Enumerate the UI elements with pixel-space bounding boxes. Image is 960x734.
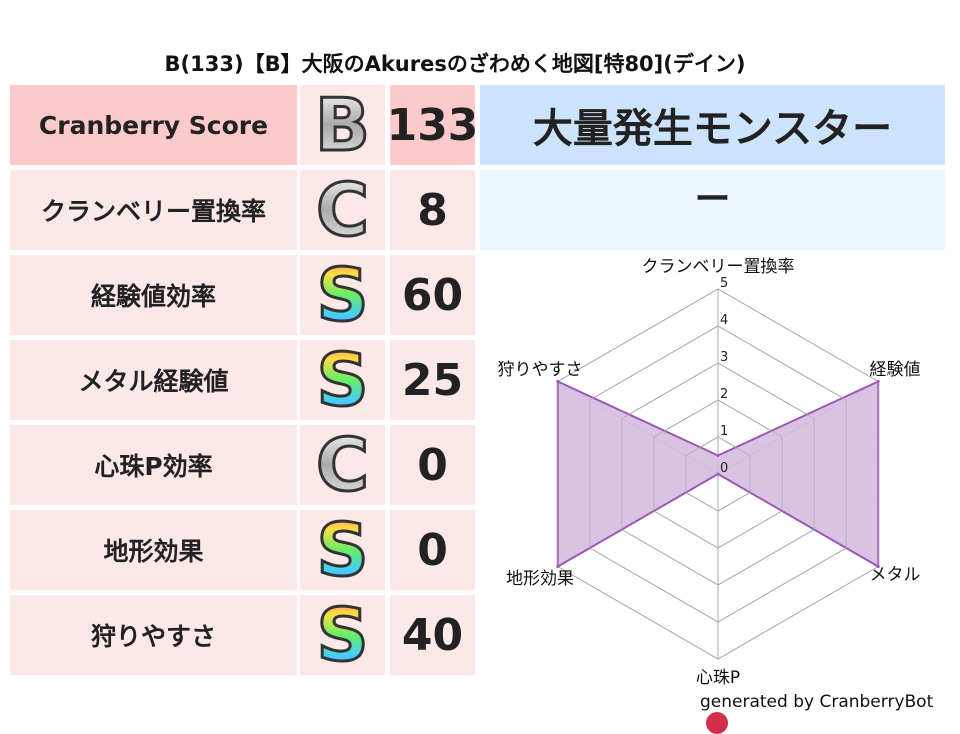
monster-header: 大量発生モンスター	[480, 85, 945, 165]
grid-ring-edge	[717, 399, 783, 438]
row-label: Cranberry Score	[10, 85, 297, 165]
grid-ring-edge	[685, 436, 719, 456]
grade-letter: S	[315, 337, 370, 424]
row-label: 経験値効率	[10, 255, 297, 335]
grade-letter: S	[315, 507, 370, 594]
tick-label: 4	[720, 313, 728, 328]
monster-value: ー	[480, 170, 945, 250]
grid-ring-edge	[557, 288, 719, 382]
grade-badge: C	[300, 167, 385, 254]
data-point	[716, 472, 720, 476]
row-score: 60	[390, 255, 475, 335]
row-score: 0	[390, 425, 475, 505]
row-label: 心珠P効率	[10, 425, 297, 505]
footer-text: generated by CranberryBot	[700, 692, 934, 712]
tick-label: 3	[720, 350, 728, 365]
grid-ring-edge	[717, 547, 847, 623]
row-label: クランベリー置換率	[10, 170, 297, 250]
grid-ring-edge	[717, 529, 815, 586]
grid-ring-edge	[717, 510, 783, 549]
row-label: メタル経験値	[10, 340, 297, 420]
row-score: 40	[390, 595, 475, 675]
grid-ring-edge	[621, 529, 719, 586]
grid-ring-edge	[589, 547, 719, 623]
row-score: 0	[390, 510, 475, 590]
grade-badge: S	[300, 337, 385, 424]
page-title: B(133)【B】大阪のAkuresのざわめく地図[特80](デイン)	[164, 52, 746, 76]
grade-badge: S	[300, 507, 385, 594]
grid-ring-edge	[717, 288, 879, 382]
grade-letter: C	[315, 422, 371, 509]
tick-label: 5	[720, 276, 728, 291]
grid-ring-edge	[717, 436, 751, 456]
grid-ring-edge	[717, 492, 751, 512]
axis-label: 狩りやすさ	[498, 360, 583, 380]
grid-ring-edge	[589, 325, 719, 401]
grade-letter: S	[315, 592, 370, 679]
grid-ring-edge	[717, 566, 879, 660]
row-label: 地形効果	[10, 510, 297, 590]
data-point	[716, 454, 720, 457]
tick-label: 0	[720, 461, 728, 476]
grade-letter: S	[315, 252, 370, 339]
footer-credit: generated by CranberryBot	[700, 692, 960, 734]
grid-ring-edge	[717, 325, 847, 401]
grid-ring-edge	[717, 362, 815, 419]
grid-ring-edge	[557, 566, 719, 660]
data-point	[556, 380, 560, 383]
row-score: 8	[390, 170, 475, 250]
grade-badge: B	[300, 82, 385, 169]
data-point	[556, 565, 560, 568]
grade-badge: S	[300, 252, 385, 339]
grade-letter: C	[315, 167, 371, 254]
data-point	[876, 565, 880, 568]
cranberry-bot-icon	[706, 712, 728, 734]
grid-ring-edge	[685, 492, 719, 512]
row-score: 133	[387, 85, 478, 165]
tick-label: 1	[720, 424, 728, 439]
grade-letter: B	[314, 82, 372, 169]
axis-label: 地形効果	[506, 569, 574, 589]
axis-label: 心珠P	[696, 668, 740, 688]
row-score: 25	[390, 340, 475, 420]
grid-ring-edge	[621, 362, 719, 419]
axis-label: メタル	[870, 565, 921, 585]
grade-badge: C	[300, 422, 385, 509]
data-point	[876, 380, 880, 383]
axis-label: クランベリー置換率	[642, 257, 795, 277]
grid-ring-edge	[653, 399, 719, 438]
grade-badge: S	[300, 592, 385, 679]
tick-label: 2	[720, 387, 728, 402]
grid-ring-edge	[653, 510, 719, 549]
axis-label: 経験値	[870, 360, 921, 380]
row-label: 狩りやすさ	[10, 595, 297, 675]
